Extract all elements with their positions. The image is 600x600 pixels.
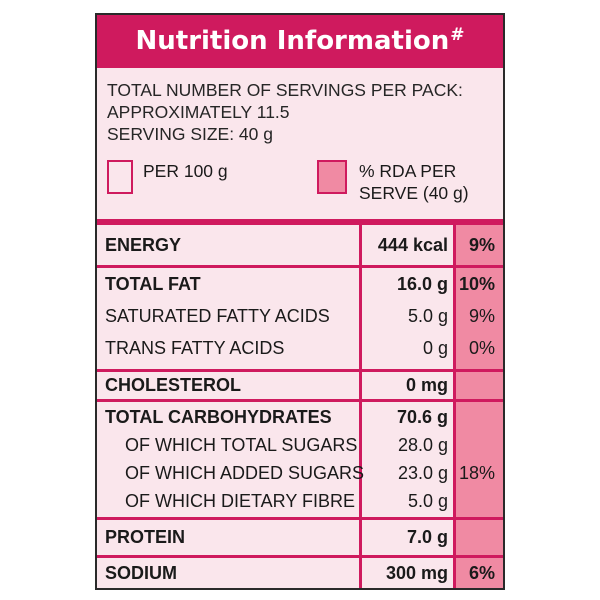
nutrient-row-trans: TRANS FATTY ACIDS 0 g 0%: [97, 333, 503, 363]
nutrient-rda: 0%: [468, 338, 495, 358]
row-divider: [97, 555, 503, 558]
nutrient-row-total-fat: TOTAL FAT 16.0 g 10%: [97, 269, 503, 299]
servings-line-2: APPROXIMATELY 11.5: [107, 102, 290, 122]
nutrient-label: ENERGY: [105, 235, 182, 255]
nutrient-rda: 18%: [458, 463, 495, 483]
nutrient-row-protein: PROTEIN 7.0 g: [97, 521, 503, 553]
nutrient-label: TOTAL CARBOHYDRATES: [105, 407, 332, 427]
row-divider: [97, 517, 503, 520]
nutrient-row-carbohydrates: TOTAL CARBOHYDRATES 70.6 g: [97, 403, 503, 431]
nutrient-rda: 10%: [458, 274, 495, 294]
nutrient-value: 5.0 g: [407, 306, 448, 326]
nutrient-value: 444 kcal: [377, 235, 448, 255]
nutrient-value: 0 g: [422, 338, 448, 358]
nutrient-value: 5.0 g: [407, 491, 448, 511]
nutrient-row-cholesterol: CHOLESTEROL 0 mg: [97, 372, 503, 399]
nutrient-row-sodium: SODIUM 300 mg 6%: [97, 558, 503, 588]
value-column-divider: [359, 225, 362, 588]
nutrient-rda: 9%: [468, 235, 495, 255]
legend-label-per100: PER 100 g: [143, 161, 228, 181]
nutrient-label: SATURATED FATTY ACIDS: [105, 306, 330, 326]
legend-label-rda: % RDA PER SERVE (40 g): [359, 160, 499, 204]
nutrient-label: SODIUM: [105, 563, 177, 583]
row-divider: [97, 265, 503, 268]
nutrient-label: OF WHICH ADDED SUGARS: [125, 463, 365, 483]
nutrient-value: 0 mg: [405, 375, 448, 395]
panel-title: Nutrition Information: [135, 26, 450, 56]
nutrient-value: 7.0 g: [406, 527, 448, 547]
legend-rda-line-1: % RDA PER: [359, 161, 457, 181]
nutrient-label: TOTAL FAT: [105, 274, 201, 294]
panel-header: Nutrition Information#: [97, 15, 503, 68]
nutrient-value: 16.0 g: [396, 274, 448, 294]
nutrient-label: OF WHICH TOTAL SUGARS: [125, 435, 358, 455]
nutrient-label: PROTEIN: [105, 527, 186, 547]
nutrition-panel: Nutrition Information# TOTAL NUMBER OF S…: [95, 13, 505, 590]
nutrient-label: CHOLESTEROL: [105, 375, 242, 395]
legend-rda-line-2: SERVE (40 g): [359, 183, 469, 203]
nutrient-label: TRANS FATTY ACIDS: [105, 338, 285, 358]
nutrient-value: 28.0 g: [397, 435, 448, 455]
serving-size: SERVING SIZE: 40 g: [107, 124, 273, 144]
rda-column: [453, 225, 503, 588]
row-divider: [97, 399, 503, 402]
legend-swatch-rda: [317, 160, 347, 194]
nutrient-row-total-sugars: OF WHICH TOTAL SUGARS 28.0 g: [97, 431, 503, 459]
servings-info: TOTAL NUMBER OF SERVINGS PER PACK: APPRO…: [107, 79, 499, 145]
nutrient-row-energy: ENERGY 444 kcal 9%: [97, 229, 503, 261]
nutrient-row-added-sugars: OF WHICH ADDED SUGARS 23.0 g 18%: [97, 459, 503, 487]
nutrient-label: OF WHICH DIETARY FIBRE: [125, 491, 356, 511]
row-divider: [97, 369, 503, 372]
nutrient-row-saturated: SATURATED FATTY ACIDS 5.0 g 9%: [97, 301, 503, 331]
legend-swatch-per100: [107, 160, 133, 194]
title-mark: #: [450, 25, 465, 45]
servings-line-1: TOTAL NUMBER OF SERVINGS PER PACK:: [107, 80, 463, 100]
table-top-border: [97, 219, 503, 225]
nutrient-value: 300 mg: [385, 563, 448, 583]
nutrient-rda: 6%: [468, 563, 495, 583]
nutrient-row-dietary-fibre: OF WHICH DIETARY FIBRE 5.0 g: [97, 487, 503, 515]
nutrient-value: 23.0 g: [397, 463, 448, 483]
nutrient-rda: 9%: [468, 306, 495, 326]
nutrient-value: 70.6 g: [396, 407, 448, 427]
